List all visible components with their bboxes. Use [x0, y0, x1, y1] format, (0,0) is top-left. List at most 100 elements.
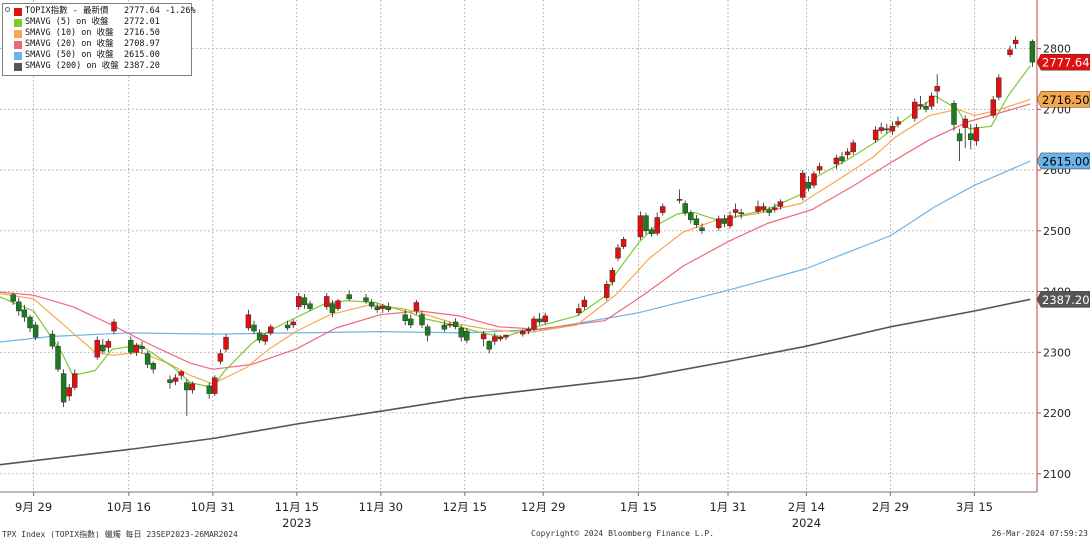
legend-value: 2716.50 [124, 28, 160, 38]
candle-body [772, 207, 778, 210]
candle-body [889, 126, 896, 132]
candle-body [10, 294, 16, 302]
candle-body [486, 341, 492, 350]
legend-swatch [14, 8, 22, 16]
candle-body [251, 324, 257, 332]
candle-body [643, 215, 649, 232]
candle-body [934, 86, 940, 92]
x-tick-label: 11月 30 [359, 500, 403, 514]
candle-body [968, 133, 974, 140]
candle-body [755, 206, 761, 212]
candle [251, 320, 257, 335]
candle-body [637, 215, 644, 238]
legend-swatch [14, 30, 22, 38]
chart-legend: TOPIX指數 - 最新價 2777.64 -1.26% SMAVG (5) on … [2, 3, 196, 76]
candle-body [850, 142, 856, 153]
candle [301, 293, 308, 309]
candle [16, 297, 22, 316]
candle [738, 208, 744, 219]
candle-body [811, 173, 817, 186]
candle [772, 203, 778, 213]
candle [486, 340, 492, 354]
candle [184, 379, 190, 417]
candle [525, 326, 532, 335]
candle-body [872, 129, 879, 140]
candle [480, 331, 487, 347]
price-tag-label: 2387.20 [1042, 293, 1090, 307]
candle-body [94, 339, 100, 358]
legend-label: SMAVG (10) on 收盤 [25, 28, 114, 38]
candle-body [497, 336, 504, 340]
candle [732, 203, 739, 218]
price-tag-bg [1036, 91, 1090, 108]
candle [128, 336, 134, 355]
candle [676, 189, 683, 204]
candle [284, 320, 291, 331]
candle-body [503, 335, 509, 338]
candle-body [32, 324, 39, 338]
candle [648, 227, 655, 237]
candle-body [172, 377, 179, 382]
y-tick-label: 2100 [1043, 468, 1071, 481]
candle [889, 121, 896, 135]
candle-body [800, 172, 806, 198]
candle [805, 176, 812, 192]
footer-security-info: TPX Index (TOPIX指數) 蠟燭 每日 23SEP2023-26MA… [2, 530, 238, 539]
candle [688, 210, 694, 224]
candle-body [525, 329, 532, 332]
price-tag-label: 2716.50 [1042, 93, 1090, 107]
legend-handle-icon[interactable] [5, 7, 10, 12]
candle-body [139, 346, 145, 349]
ma-line [0, 65, 1031, 389]
candle-body [693, 218, 700, 225]
y-axis-ticks: 21002200230024002500260027002800 [1037, 43, 1071, 481]
x-tick-label: 2月 14 [788, 500, 825, 514]
candle-body [424, 326, 431, 336]
candle [413, 300, 420, 315]
legend-value: 2772.01 [124, 17, 160, 27]
candle [212, 375, 218, 397]
footer-timestamp: 26-Mar-2024 07:59:23 [991, 529, 1088, 538]
legend-item: SMAVG (200) on 收盤 2387.20 [3, 61, 191, 72]
legend-item: TOPIX指數 - 最新價 2777.64 -1.26% [3, 6, 196, 17]
price-tag-label: 2777.64 [1042, 56, 1090, 70]
price-tag-bg [1036, 152, 1090, 170]
candle-body [542, 315, 548, 323]
last-value-tags: 2777.64 2716.50 2615.00 2387.20 [1036, 53, 1090, 308]
price-tag-label: 2615.00 [1042, 154, 1090, 168]
legend-label: SMAVG (200) on 收盤 [25, 61, 119, 71]
candle-body [256, 332, 263, 341]
legend-swatch [14, 41, 22, 49]
candle-body [973, 127, 980, 142]
candle-body [727, 215, 733, 227]
candle-body [805, 182, 812, 189]
candle-body [368, 302, 375, 307]
candle-body [296, 296, 302, 307]
candle-body [363, 297, 369, 302]
price-tag: 2716.50 [1036, 91, 1090, 108]
candle [833, 154, 840, 169]
candle-body [760, 206, 767, 210]
candle-body [777, 201, 784, 207]
candle-body [956, 133, 963, 142]
candle [452, 318, 459, 330]
candle [245, 309, 252, 331]
x-tick-label: 11月 15 [275, 500, 319, 514]
legend-label: SMAVG (20) on 收盤 [25, 39, 114, 49]
candle [990, 95, 996, 118]
candle [464, 328, 470, 344]
candle-body [419, 314, 425, 326]
candle [424, 324, 431, 342]
candle-body [480, 333, 487, 340]
candle [380, 303, 386, 313]
y-tick-label: 2200 [1043, 407, 1071, 420]
legend-value: 2615.00 [124, 50, 160, 60]
candle-body [464, 330, 470, 341]
candle-body [688, 212, 694, 221]
candle-body [16, 301, 22, 312]
candle [172, 374, 179, 386]
candle-body [604, 284, 610, 298]
candle-body [189, 383, 196, 391]
candle [951, 100, 957, 131]
